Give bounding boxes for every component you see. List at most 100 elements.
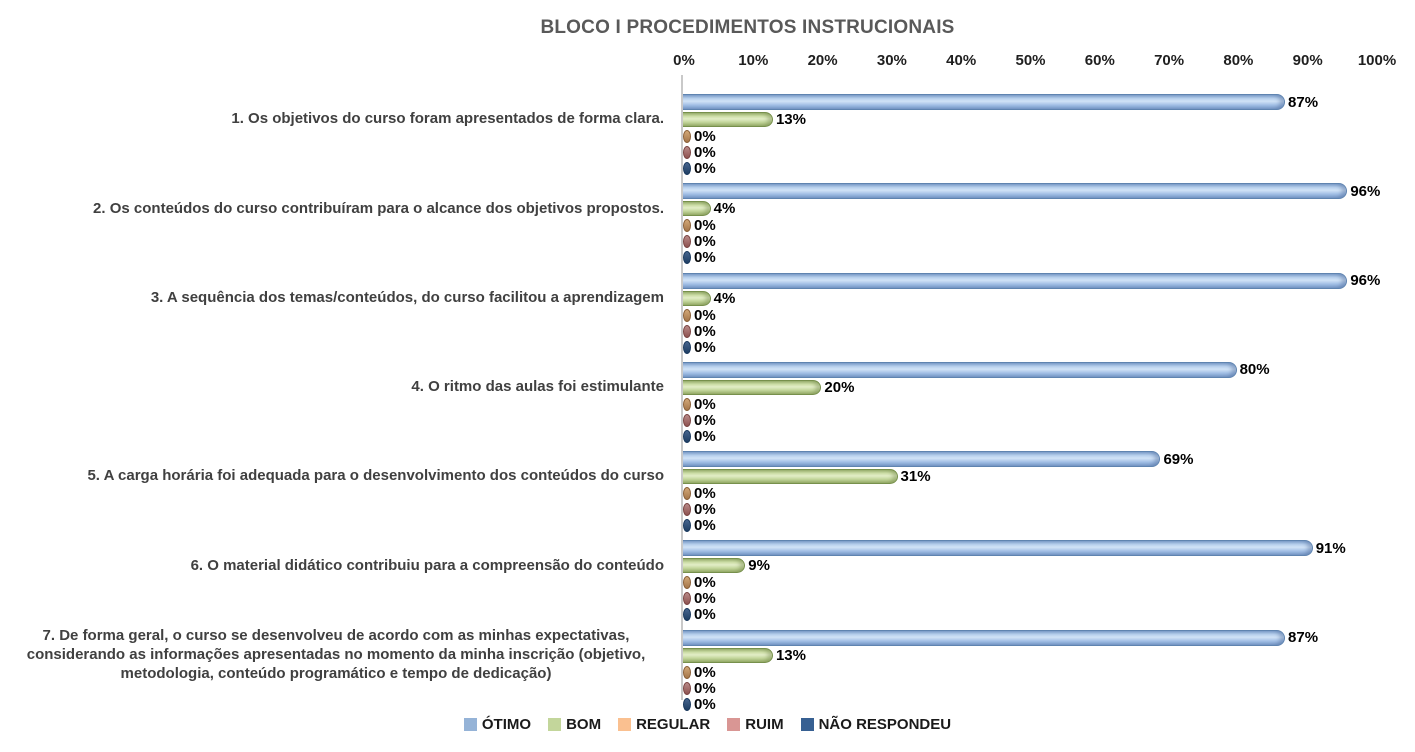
bar-line: 4% (683, 201, 1380, 217)
bar-regular (683, 219, 691, 233)
bar-line: 91% (683, 540, 1346, 557)
bar-group: 96% 4% 0% 0% 0% (683, 183, 1380, 265)
bar-line: 20% (683, 379, 1270, 395)
bar-ruim (683, 324, 691, 338)
bar-line: 0% (683, 575, 1346, 590)
bar-line: 0% (683, 218, 1380, 233)
bar-line: 0% (683, 429, 1270, 444)
value-label: 0% (694, 427, 716, 445)
x-axis-tick-label: 30% (876, 52, 907, 69)
bar-regular (683, 397, 691, 411)
x-axis: 0% 10% 20% 30% 40% 50% 60% 70% 80% 90% 100% (0, 52, 1415, 72)
bar-line: 4% (683, 290, 1380, 306)
bar-ruim (683, 413, 691, 427)
bar-group: 87% 13% 0% 0% 0% (683, 629, 1319, 712)
value-label: 0% (694, 217, 716, 235)
bar-line: 0% (683, 413, 1270, 428)
bar-regular (683, 130, 691, 143)
legend-swatch-icon (618, 718, 632, 731)
value-label: 96% (1350, 272, 1381, 290)
value-label: 0% (694, 160, 716, 177)
bar-não-respondeu (683, 519, 691, 533)
chart-title: BLOCO I PROCEDIMENTOS INSTRUCIONAIS (540, 17, 955, 38)
legend-swatch-icon (727, 718, 741, 731)
value-label: 31% (900, 468, 931, 486)
bar-group: 87% 13% 0% 0% 0% (683, 94, 1318, 176)
bar-line: 96% (683, 272, 1381, 290)
legend-label: ÓTIMO (481, 716, 532, 733)
bar-line: 69% (683, 450, 1194, 468)
bar-line: 0% (683, 397, 1270, 412)
bar-line: 0% (683, 518, 1194, 533)
legend-swatch-icon (548, 718, 562, 731)
bar-group: 80% 20% 0% 0% 0% (683, 361, 1270, 444)
bar-line: 0% (683, 324, 1380, 339)
bar-line: 0% (683, 607, 1346, 622)
value-label: 0% (694, 606, 716, 624)
category-label: 6. O material didático contribuiu para a… (190, 556, 664, 574)
bar-ótimo (683, 361, 1237, 378)
category-label: 1. Os objetivos do curso foram apresenta… (231, 110, 664, 128)
value-label: 0% (694, 411, 716, 429)
bar-line: 0% (683, 591, 1346, 606)
legend-item: ÓTIMO (463, 716, 532, 733)
category-row: 7. De forma geral, o curso se desenvolve… (0, 611, 1415, 711)
value-label: 0% (694, 128, 716, 145)
category-label: 2. Os conteúdos do curso contribuíram pa… (93, 199, 664, 217)
bar-bom (683, 112, 773, 127)
category-row: 5. A carga horária foi adequada para o d… (0, 432, 1415, 533)
x-axis-tick-label: 100% (1357, 52, 1397, 69)
category-row: 2. Os conteúdos do curso contribuíram pa… (0, 164, 1415, 265)
value-label: 13% (775, 646, 806, 664)
value-label: 0% (694, 695, 716, 713)
bar-line: 31% (683, 468, 1194, 486)
bar-regular (683, 308, 691, 322)
value-label: 0% (694, 590, 716, 608)
bar-ruim (683, 146, 691, 159)
bar-ótimo (683, 94, 1286, 110)
value-label: 87% (1288, 629, 1319, 647)
x-axis-tick-label: 60% (1084, 52, 1115, 69)
bar-group: 69% 31% 0% 0% 0% (683, 451, 1194, 533)
bar-line: 0% (683, 234, 1380, 249)
category-row: 3. A sequência dos temas/conteúdos, do c… (0, 254, 1415, 355)
bar-line: 0% (683, 697, 1318, 712)
legend-item: BOM (548, 716, 601, 733)
bar-ótimo (683, 451, 1161, 468)
legend: ÓTIMO BOM REGULAR RUIM NÃO RESPONDEU (463, 716, 951, 733)
bar-bom (683, 201, 711, 217)
bar-bom (683, 558, 746, 574)
bar-não-respondeu (683, 162, 691, 175)
value-label: 0% (694, 485, 716, 503)
bar-ruim (683, 235, 691, 249)
bar-line: 96% (683, 182, 1381, 200)
category-label: 4. O ritmo das aulas foi estimulante (411, 378, 664, 396)
value-label: 0% (694, 249, 716, 267)
value-label: 0% (694, 144, 716, 161)
x-axis-tick-label: 20% (807, 52, 838, 69)
value-label: 0% (694, 306, 716, 324)
category-label: 7. De forma geral, o curso se desenvolve… (26, 627, 646, 682)
legend-item: NÃO RESPONDEU (800, 716, 951, 733)
value-label: 69% (1163, 450, 1194, 468)
legend-label: BOM (566, 716, 602, 733)
value-label: 96% (1350, 182, 1381, 200)
bar-não-respondeu (683, 697, 691, 711)
bar-ótimo (683, 629, 1286, 646)
bar-line: 0% (683, 502, 1194, 517)
legend-item: RUIM (727, 716, 784, 733)
value-label: 80% (1239, 361, 1270, 379)
x-axis-tick-label: 70% (1154, 52, 1185, 69)
value-label: 87% (1288, 93, 1319, 111)
value-label: 0% (694, 517, 716, 535)
value-label: 0% (694, 574, 716, 592)
bar-line: 0% (683, 665, 1318, 680)
category-label: 3. A sequência dos temas/conteúdos, do c… (150, 288, 664, 306)
value-label: 9% (748, 557, 770, 575)
bar-group: 91% 9% 0% 0% 0% (683, 540, 1346, 622)
bar-bom (683, 469, 898, 485)
category-label: 5. A carga horária foi adequada para o d… (87, 467, 664, 485)
value-label: 0% (694, 679, 716, 697)
bar-line: 80% (683, 361, 1270, 379)
